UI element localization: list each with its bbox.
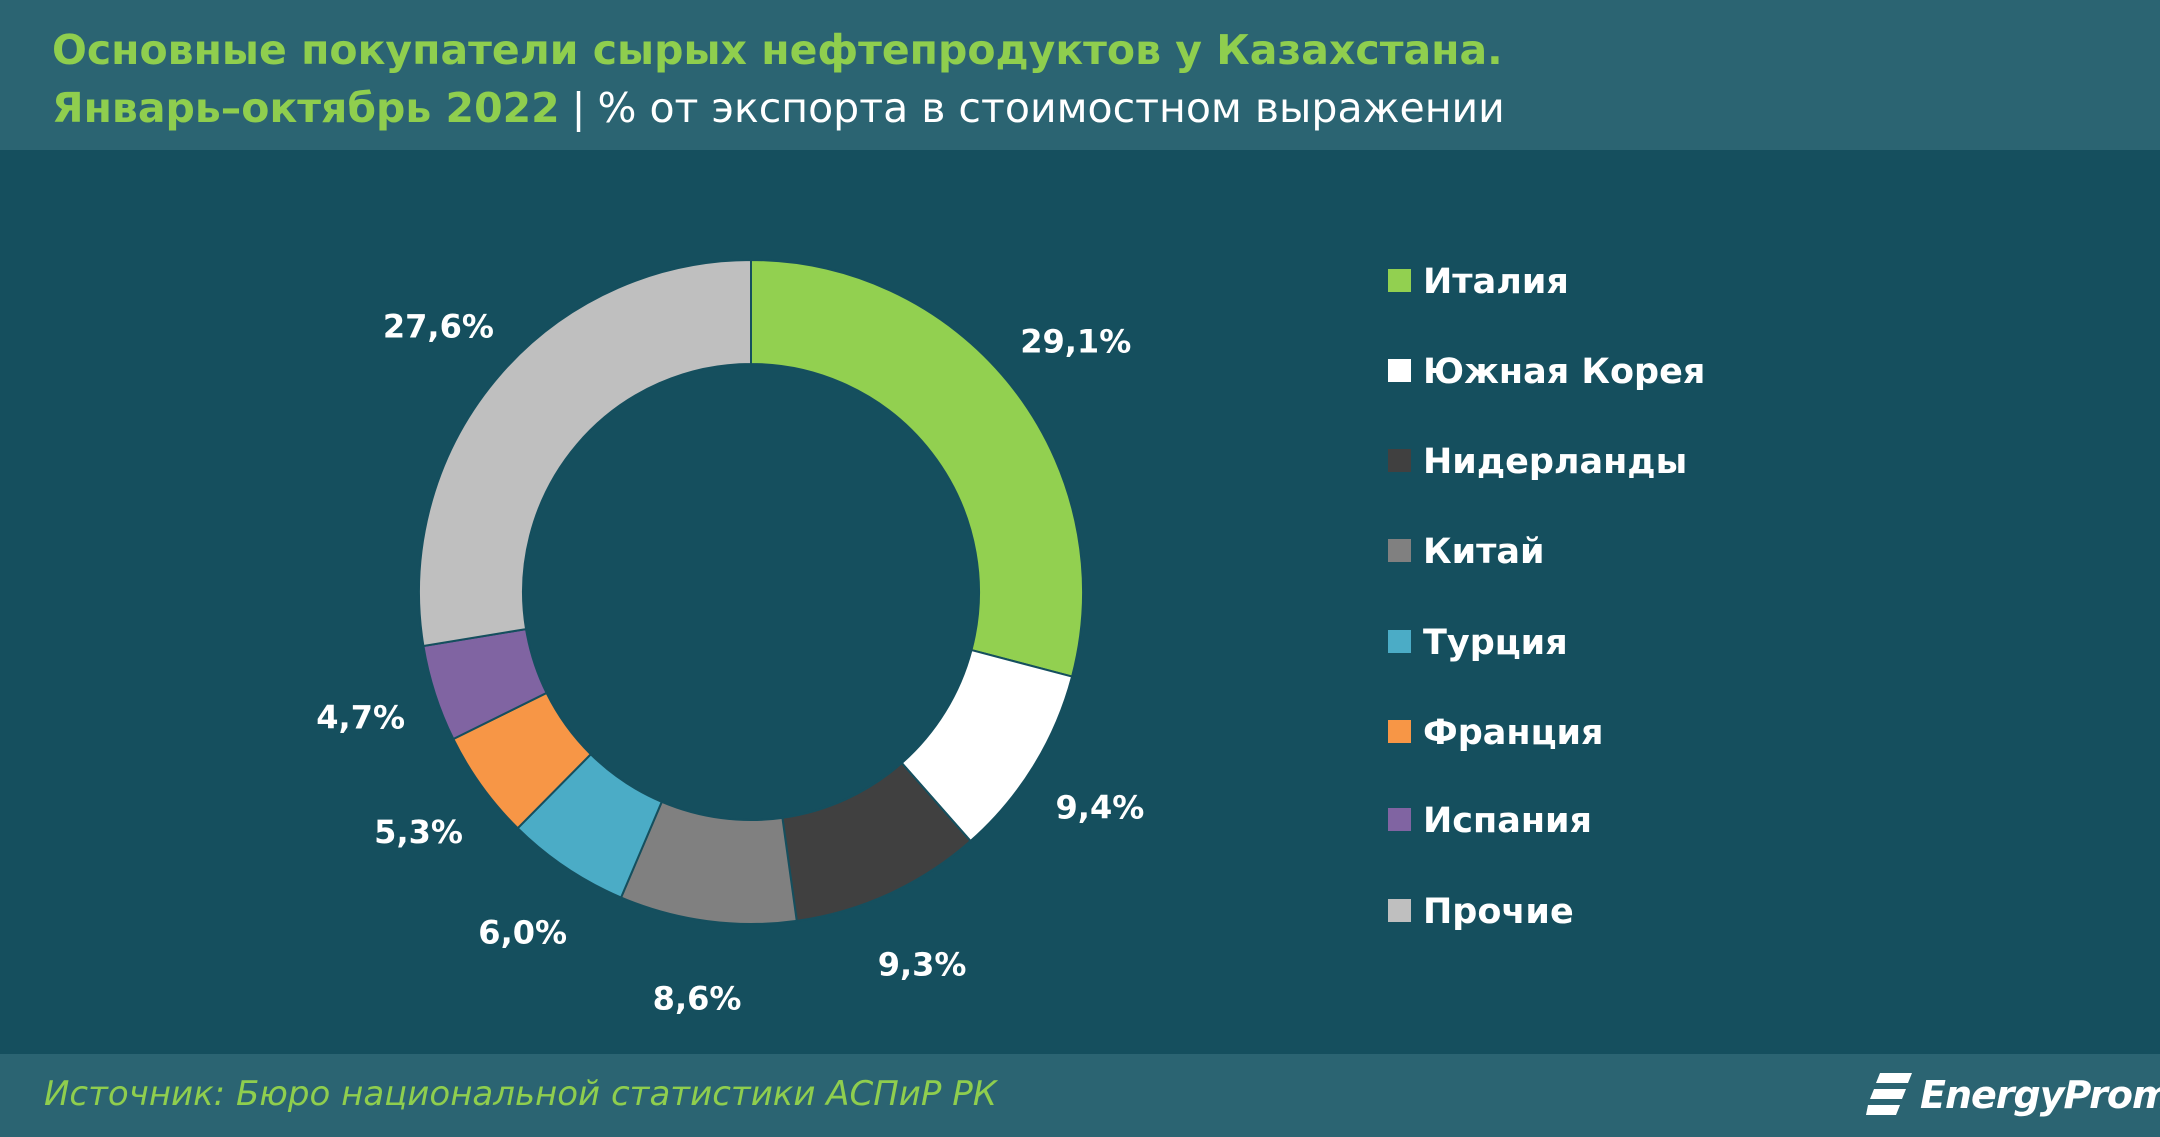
legend-label: Южная Корея: [1423, 352, 1706, 392]
energyprom-logo-icon: [1866, 1073, 1912, 1115]
subtitle-unit: % от экспорта в стоимостном выражении: [597, 84, 1505, 132]
legend-item-south-korea: Южная Корея: [1388, 352, 1705, 392]
data-label-6: 5,3%: [374, 813, 463, 851]
legend-swatch: [1388, 898, 1411, 922]
legend-item-france: Франция: [1388, 713, 1604, 753]
data-label-7: 4,7%: [316, 698, 405, 736]
data-label-4: 8,6%: [653, 979, 742, 1017]
donut-labels: 29,1% 9,4% 9,3% 8,6% 6,0% 5,3% 4,7% 27,6%: [316, 308, 1144, 1018]
donut-slice-1: [750, 258, 1084, 678]
chart-header: Основные покупатели сырых нефтепродуктов…: [0, 0, 2160, 150]
legend-swatch: [1388, 807, 1411, 831]
source-note: Источник: Бюро национальной статистики А…: [44, 1074, 997, 1114]
legend-swatch: [1388, 629, 1411, 653]
legend-swatch: [1388, 268, 1411, 292]
data-label-3: 9,3%: [878, 946, 967, 984]
logo-text: EnergyProm: [1920, 1073, 2160, 1117]
legend-label: Прочие: [1423, 892, 1574, 932]
data-label-5: 6,0%: [478, 914, 567, 952]
legend-swatch: [1388, 358, 1411, 382]
chart-title: Основные покупатели сырых нефтепродуктов…: [52, 26, 1503, 74]
legend-label: Нидерланды: [1423, 442, 1688, 482]
legend-item-italy: Италия: [1388, 262, 1569, 302]
legend-item-china: Китай: [1388, 532, 1545, 572]
subtitle-period: Январь–октябрь 2022: [52, 84, 560, 132]
legend-label: Испания: [1423, 801, 1593, 841]
legend-swatch: [1388, 719, 1411, 743]
legend-item-spain: Испания: [1388, 801, 1592, 841]
legend-label: Италия: [1423, 262, 1569, 302]
chart-subtitle: Январь–октябрь 2022 |% от экспорта в стои…: [52, 84, 1505, 132]
energyprom-logo: EnergyProm: [1866, 1064, 2160, 1126]
donut-slices: [418, 258, 1084, 925]
donut-slice-8: [418, 258, 752, 648]
legend-swatch: [1388, 448, 1411, 472]
subtitle-separator: |: [571, 84, 586, 132]
data-label-8: 27,6%: [383, 308, 494, 346]
legend-item-netherlands: Нидерланды: [1388, 442, 1687, 482]
legend-item-other: Прочие: [1388, 892, 1574, 932]
legend-item-turkey: Турция: [1388, 623, 1568, 663]
data-label-2: 9,4%: [1056, 788, 1145, 826]
chart-footer: Источник: Бюро национальной статистики А…: [0, 1054, 2160, 1137]
legend-label: Турция: [1423, 623, 1568, 663]
legend-swatch: [1388, 538, 1411, 562]
donut-chart: 29,1% 9,4% 9,3% 8,6% 6,0% 5,3% 4,7% 27,6%: [316, 258, 1144, 1018]
data-label-1: 29,1%: [1020, 323, 1131, 361]
legend-label: Китай: [1423, 532, 1545, 572]
legend-label: Франция: [1423, 713, 1604, 753]
